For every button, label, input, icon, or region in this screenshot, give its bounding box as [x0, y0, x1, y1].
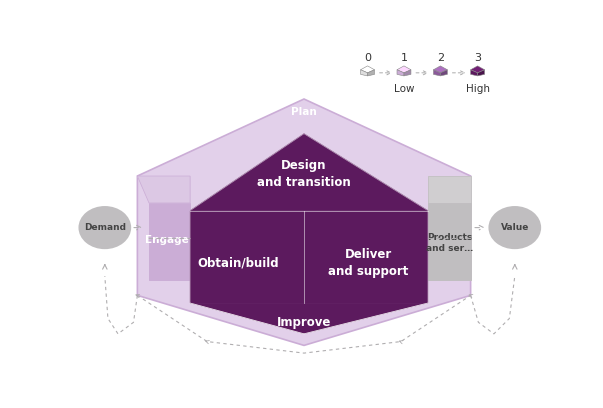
Text: High: High	[466, 84, 490, 94]
Text: Obtain/build: Obtain/build	[197, 257, 279, 270]
Polygon shape	[190, 303, 428, 334]
Polygon shape	[361, 66, 374, 73]
Polygon shape	[149, 203, 190, 280]
Text: Design
and transition: Design and transition	[257, 160, 351, 189]
Text: Plan: Plan	[291, 107, 317, 117]
Text: Value: Value	[500, 223, 529, 232]
Polygon shape	[137, 99, 470, 346]
Polygon shape	[397, 70, 404, 76]
Polygon shape	[190, 211, 304, 303]
Polygon shape	[361, 70, 368, 76]
Polygon shape	[434, 66, 447, 73]
Polygon shape	[478, 70, 485, 76]
Ellipse shape	[78, 206, 131, 249]
Polygon shape	[137, 176, 190, 203]
Text: 2: 2	[437, 53, 444, 63]
Polygon shape	[428, 203, 470, 280]
Text: 0: 0	[364, 53, 371, 63]
Text: Deliver
and support: Deliver and support	[328, 248, 408, 278]
Ellipse shape	[488, 206, 541, 249]
Polygon shape	[440, 70, 447, 76]
Polygon shape	[404, 70, 411, 76]
Text: Products
and ser…: Products and ser…	[426, 233, 473, 253]
Text: Demand: Demand	[84, 223, 126, 232]
Polygon shape	[434, 70, 440, 76]
Polygon shape	[428, 176, 470, 203]
Polygon shape	[470, 66, 485, 73]
Text: 1: 1	[400, 53, 408, 63]
Polygon shape	[304, 211, 428, 303]
Polygon shape	[368, 70, 374, 76]
Text: Improve: Improve	[277, 316, 331, 329]
Text: Engage: Engage	[145, 235, 189, 245]
Text: Low: Low	[394, 84, 414, 94]
Polygon shape	[190, 134, 428, 211]
Polygon shape	[470, 70, 478, 76]
Polygon shape	[397, 66, 411, 73]
Text: 3: 3	[474, 53, 481, 63]
